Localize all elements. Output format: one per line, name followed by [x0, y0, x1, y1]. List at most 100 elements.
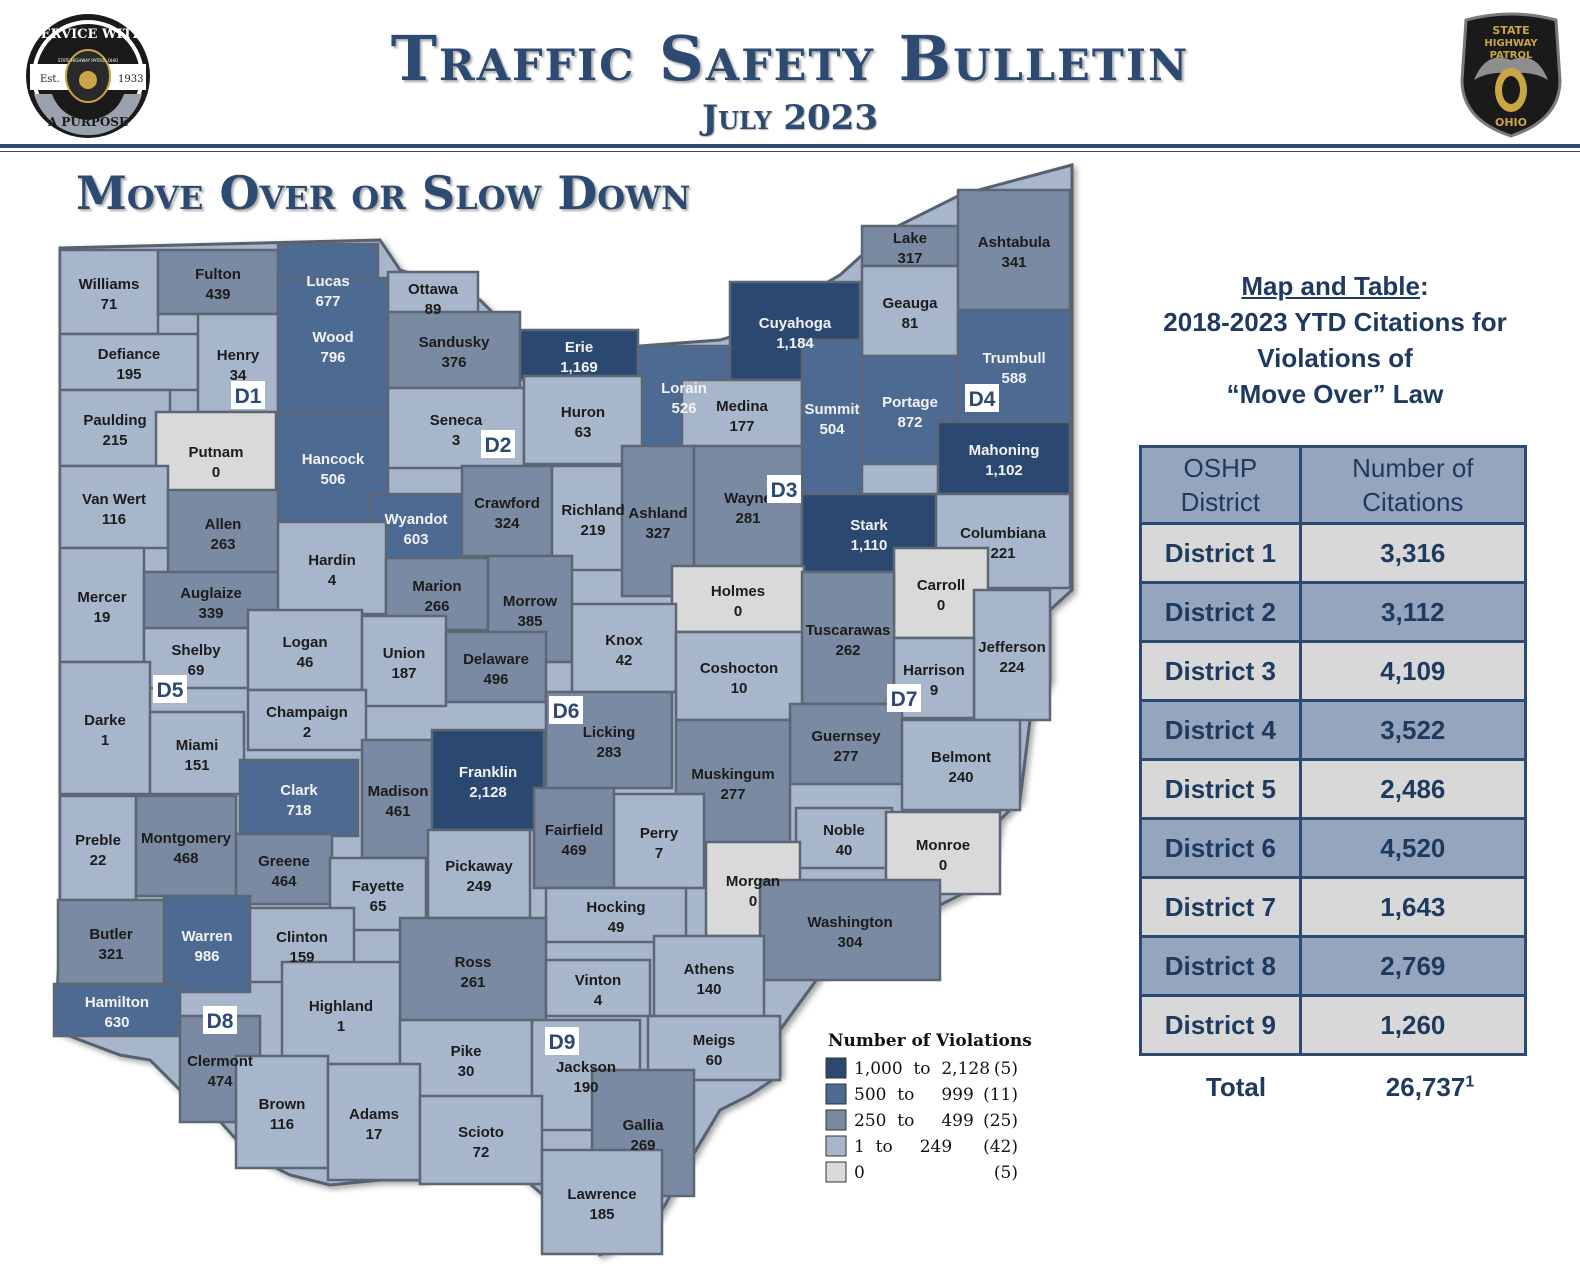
table-row: District 8 2,769: [1139, 935, 1528, 997]
county-miami: [148, 710, 246, 796]
caption-heading: Map and Table: [1241, 271, 1420, 301]
table-total-row: Total 26,7371: [1139, 1072, 1527, 1112]
county-name-belmont: Belmont: [931, 749, 991, 766]
legend-swatch-0: [825, 1057, 847, 1079]
logo-text-top: SERVICE WITH: [31, 27, 144, 42]
county-value-trumbull: 588: [1001, 370, 1026, 387]
county-name-morrow: Morrow: [503, 593, 557, 610]
county-scioto: [418, 1094, 544, 1186]
county-value-hardin: 4: [328, 572, 337, 589]
county-name-warren: Warren: [181, 928, 232, 945]
county-value-darke: 1: [101, 732, 109, 749]
county-value-huron: 63: [575, 424, 592, 441]
district-label-d8: D8: [207, 1010, 234, 1033]
county-value-licking: 283: [596, 744, 621, 761]
county-name-washington: Washington: [807, 914, 892, 931]
county-name-sandusky: Sandusky: [419, 334, 491, 351]
county-meigs: [646, 1014, 782, 1082]
county-value-hocking: 49: [608, 919, 625, 936]
county-name-montgomery: Montgomery: [141, 830, 232, 847]
county-value-van-wert: 116: [102, 511, 126, 528]
county-value-fulton: 439: [205, 286, 230, 303]
county-value-pike: 30: [458, 1063, 475, 1080]
county-name-lawrence: Lawrence: [567, 1186, 636, 1203]
county-name-adams: Adams: [349, 1106, 399, 1123]
county-adams: [326, 1062, 422, 1182]
county-name-coshocton: Coshocton: [700, 660, 778, 677]
legend-count-1: (11): [983, 1085, 1018, 1105]
county-franklin: [430, 728, 546, 832]
table-row: District 2 3,112: [1139, 581, 1528, 643]
county-name-franklin: Franklin: [459, 764, 517, 781]
county-name-hardin: Hardin: [308, 552, 356, 569]
district-cell: District 5: [1139, 758, 1302, 820]
county-name-trumbull: Trumbull: [982, 350, 1045, 367]
county-name-delaware: Delaware: [463, 651, 529, 668]
county-value-athens: 140: [696, 981, 721, 998]
legend-title: Number of Violations: [828, 1031, 1032, 1051]
county-value-ashtabula: 341: [1001, 254, 1026, 271]
county-value-adams: 17: [366, 1126, 383, 1143]
county-name-paulding: Paulding: [83, 412, 146, 429]
logo-est: Est.: [40, 74, 60, 85]
legend-range-2: 250 to 499: [854, 1111, 974, 1131]
section-title: Move Over or Slow Down: [76, 166, 691, 220]
county-value-jackson: 190: [573, 1079, 598, 1096]
county-name-butler: Butler: [89, 926, 133, 943]
county-value-lorain: 526: [671, 400, 696, 417]
county-value-seneca: 3: [452, 432, 460, 449]
county-name-highland: Highland: [309, 998, 373, 1015]
county-value-meigs: 60: [706, 1052, 723, 1069]
county-value-marion: 266: [424, 598, 449, 615]
county-value-morrow: 385: [517, 613, 542, 630]
county-name-fayette: Fayette: [352, 878, 405, 895]
county-value-putnam: 0: [212, 464, 220, 481]
county-belmont: [900, 718, 1022, 812]
county-vinton: [544, 958, 652, 1018]
county-name-ashland: Ashland: [628, 505, 687, 522]
county-name-medina: Medina: [716, 398, 768, 415]
county-value-mahoning: 1,102: [985, 462, 1023, 479]
county-guernsey: [788, 702, 904, 786]
caption-line-2: 2018-2023 YTD Citations for: [1163, 307, 1507, 337]
county-value-clark: 718: [286, 802, 311, 819]
legend-count-0: (5): [994, 1059, 1018, 1079]
county-value-allen: 263: [210, 536, 235, 553]
district-label-d5: D5: [157, 679, 184, 702]
highway-patrol-badge-logo: STATE HIGHWAY PATROL OHIO: [1460, 12, 1562, 138]
county-value-wood: 796: [320, 349, 345, 366]
table-row: District 5 2,486: [1139, 758, 1528, 820]
county-name-richland: Richland: [561, 502, 624, 519]
badge-line-2: HIGHWAY: [1484, 38, 1538, 49]
legend-range-3: 1 to 249: [854, 1137, 952, 1157]
county-name-jackson: Jackson: [556, 1059, 616, 1076]
county-name-hancock: Hancock: [302, 451, 365, 468]
legend-swatch-3: [825, 1135, 847, 1157]
county-name-auglaize: Auglaize: [180, 585, 242, 602]
badge-line-3: PATROL: [1490, 50, 1533, 61]
district-badge-bg-d4: [965, 384, 999, 412]
county-value-franklin: 2,128: [469, 784, 507, 801]
county-value-logan: 46: [297, 654, 314, 671]
county-value-washington: 304: [837, 934, 863, 951]
county-name-stark: Stark: [850, 517, 888, 534]
county-name-ross: Ross: [455, 954, 492, 971]
county-value-henry: 34: [230, 367, 247, 384]
county-value-jefferson: 224: [999, 659, 1025, 676]
citations-cell: 4,109: [1298, 640, 1528, 702]
county-value-guernsey: 277: [833, 748, 858, 765]
total-label: Total: [1205, 1072, 1267, 1102]
county-brown: [234, 1054, 330, 1170]
county-geauga: [860, 264, 960, 358]
citations-cell: 1,643: [1298, 876, 1528, 938]
table-row: District 4 3,522: [1139, 699, 1528, 761]
map-table-caption: Map and Table: 2018-2023 YTD Citations f…: [1140, 268, 1530, 412]
table-row: District 6 4,520: [1139, 817, 1528, 879]
county-value-noble: 40: [836, 842, 853, 859]
county-value-ross: 261: [460, 974, 485, 991]
legend-count-4: (5): [994, 1163, 1018, 1183]
county-preble: [58, 794, 138, 902]
county-name-lucas: Lucas: [306, 273, 349, 290]
table-row: District 3 4,109: [1139, 640, 1528, 702]
county-name-gallia: Gallia: [623, 1117, 665, 1134]
